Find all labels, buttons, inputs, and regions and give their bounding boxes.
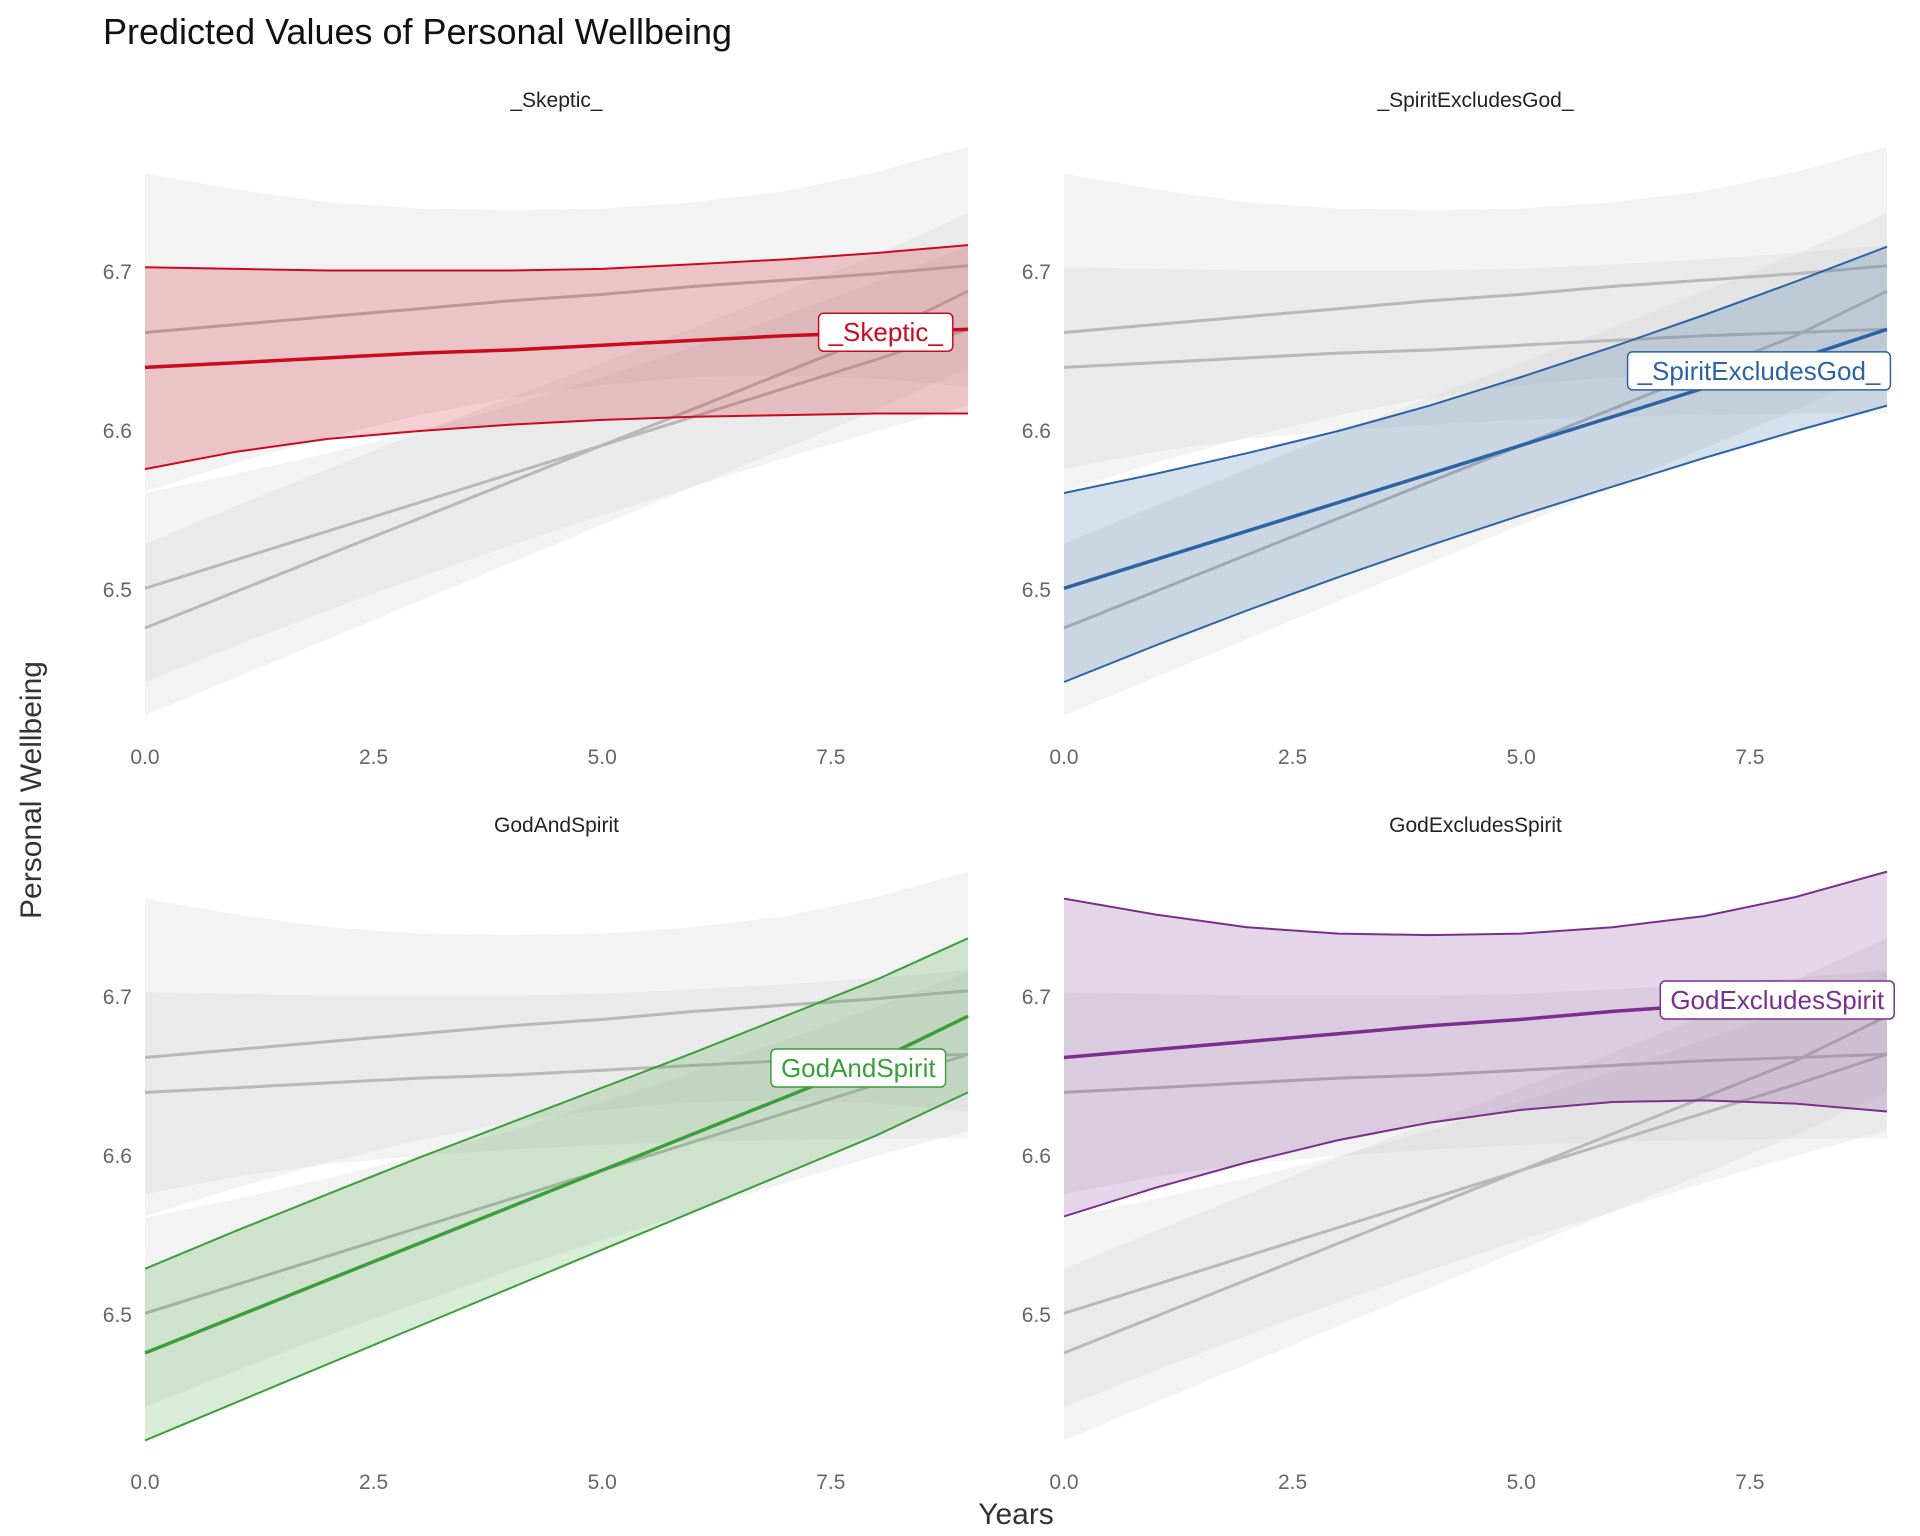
x-tick-label: 7.5	[816, 746, 845, 769]
x-tick-label: 0.0	[1049, 1471, 1078, 1494]
series-label-box	[1626, 351, 1892, 391]
panel-2: _SpiritExcludesGod_ 6.5 6.6 6.7 0.0 2.5 5.0 7.5…	[1022, 89, 1892, 769]
y-tick-label: 6.6	[1022, 420, 1051, 443]
series-label: GodExcludesSpirit	[1659, 980, 1895, 1020]
background-series-line	[1063, 1052, 1888, 1094]
series-label: GodAndSpirit	[770, 1048, 947, 1088]
y-tick-label: 6.6	[1022, 1145, 1051, 1168]
series-label: _SpiritExcludesGod_	[1626, 351, 1892, 391]
highlight-lower-bound	[1063, 1099, 1888, 1218]
x-tick-label: 5.0	[1507, 746, 1536, 769]
x-tick-label: 5.0	[588, 1471, 617, 1494]
series-label-box	[770, 1048, 947, 1088]
background-ribbon	[1064, 245, 1887, 470]
background-series-line	[144, 327, 969, 590]
background-series-line	[1063, 1052, 1888, 1315]
y-tick-label: 6.7	[1022, 986, 1051, 1009]
panel-1: _Skeptic_ 6.5 6.6 6.7 0.0 2.5 5.0 7.5 _Skeptic_	[103, 89, 969, 769]
x-tick-label: 2.5	[359, 746, 388, 769]
x-tick-label: 7.5	[816, 1471, 845, 1494]
x-tick-label: 0.0	[1049, 746, 1078, 769]
highlight-upper-bound	[1063, 245, 1888, 494]
panels-layer: _Skeptic_6.56.66.70.0 2.5 5.0 7.5_Skeptic__…	[103, 89, 1895, 1494]
highlight-lower-bound	[1063, 404, 1888, 683]
chart-title: Predicted Values of Personal Wellbeing	[103, 11, 732, 52]
y-axis-title: Personal Wellbeing	[15, 661, 48, 919]
series-label: _Skeptic_	[817, 312, 954, 352]
background-series-line	[144, 289, 969, 630]
x-tick-label: 7.5	[1735, 1471, 1764, 1494]
x-axis-title: Years	[978, 1498, 1054, 1531]
background-series-line	[1063, 327, 1888, 369]
y-tick-label: 6.7	[1022, 261, 1051, 284]
y-tick-label: 6.5	[103, 1304, 132, 1327]
panel-title: _SpiritExcludesGod_	[1376, 89, 1573, 112]
x-tick-label: 7.5	[1735, 746, 1764, 769]
x-tick-label: 2.5	[359, 1471, 388, 1494]
series-label-box	[1659, 980, 1895, 1020]
panel-3: GodAndSpirit 6.5 6.6 6.7 0.0 2.5 5.0 7.5 GodAndS…	[103, 814, 969, 1494]
background-series-line	[144, 264, 969, 334]
x-tick-label: 5.0	[1507, 1471, 1536, 1494]
highlight-upper-bound	[144, 244, 969, 272]
background-ribbon	[145, 146, 968, 492]
series-label-box	[817, 312, 954, 352]
y-tick-label: 6.7	[103, 261, 132, 284]
series-label-text: GodExcludesSpirit	[1670, 985, 1885, 1015]
series-label-text: _SpiritExcludesGod_	[1637, 356, 1881, 386]
x-tick-label: 2.5	[1278, 746, 1307, 769]
background-series-line	[1063, 264, 1888, 334]
background-ribbon	[1064, 970, 1887, 1195]
x-tick-label: 0.0	[130, 746, 159, 769]
background-series-line	[144, 989, 969, 1059]
highlight-upper-bound	[1063, 870, 1888, 937]
highlight-ribbon	[1064, 871, 1887, 1217]
y-tick-label: 6.5	[1022, 579, 1051, 602]
background-series-line	[1063, 1014, 1888, 1355]
panel-title: _Skeptic_	[509, 89, 603, 112]
background-ribbon	[1064, 146, 1887, 492]
highlight-ribbon	[145, 245, 968, 470]
highlight-upper-bound	[144, 937, 969, 1270]
panel-4: GodExcludesSpirit 6.5 6.6 6.7 0.0 2.5 5.0 7.5 Go…	[1022, 814, 1895, 1494]
background-series-line	[144, 1052, 969, 1315]
series-label-text: GodAndSpirit	[781, 1053, 936, 1083]
x-tick-label: 5.0	[588, 746, 617, 769]
x-tick-label: 2.5	[1278, 1471, 1307, 1494]
y-tick-label: 6.7	[103, 986, 132, 1009]
panel-title: GodAndSpirit	[494, 814, 619, 837]
x-tick-label: 0.0	[130, 1471, 159, 1494]
highlight-lower-bound	[144, 412, 968, 471]
series-label-text: _Skeptic_	[828, 317, 944, 347]
background-ribbon	[145, 871, 968, 1217]
y-tick-label: 6.5	[1022, 1304, 1051, 1327]
highlight-lower-bound	[144, 1091, 969, 1442]
y-tick-label: 6.6	[103, 420, 132, 443]
y-tick-label: 6.5	[103, 579, 132, 602]
panel-title: GodExcludesSpirit	[1389, 814, 1562, 837]
y-tick-label: 6.6	[103, 1145, 132, 1168]
